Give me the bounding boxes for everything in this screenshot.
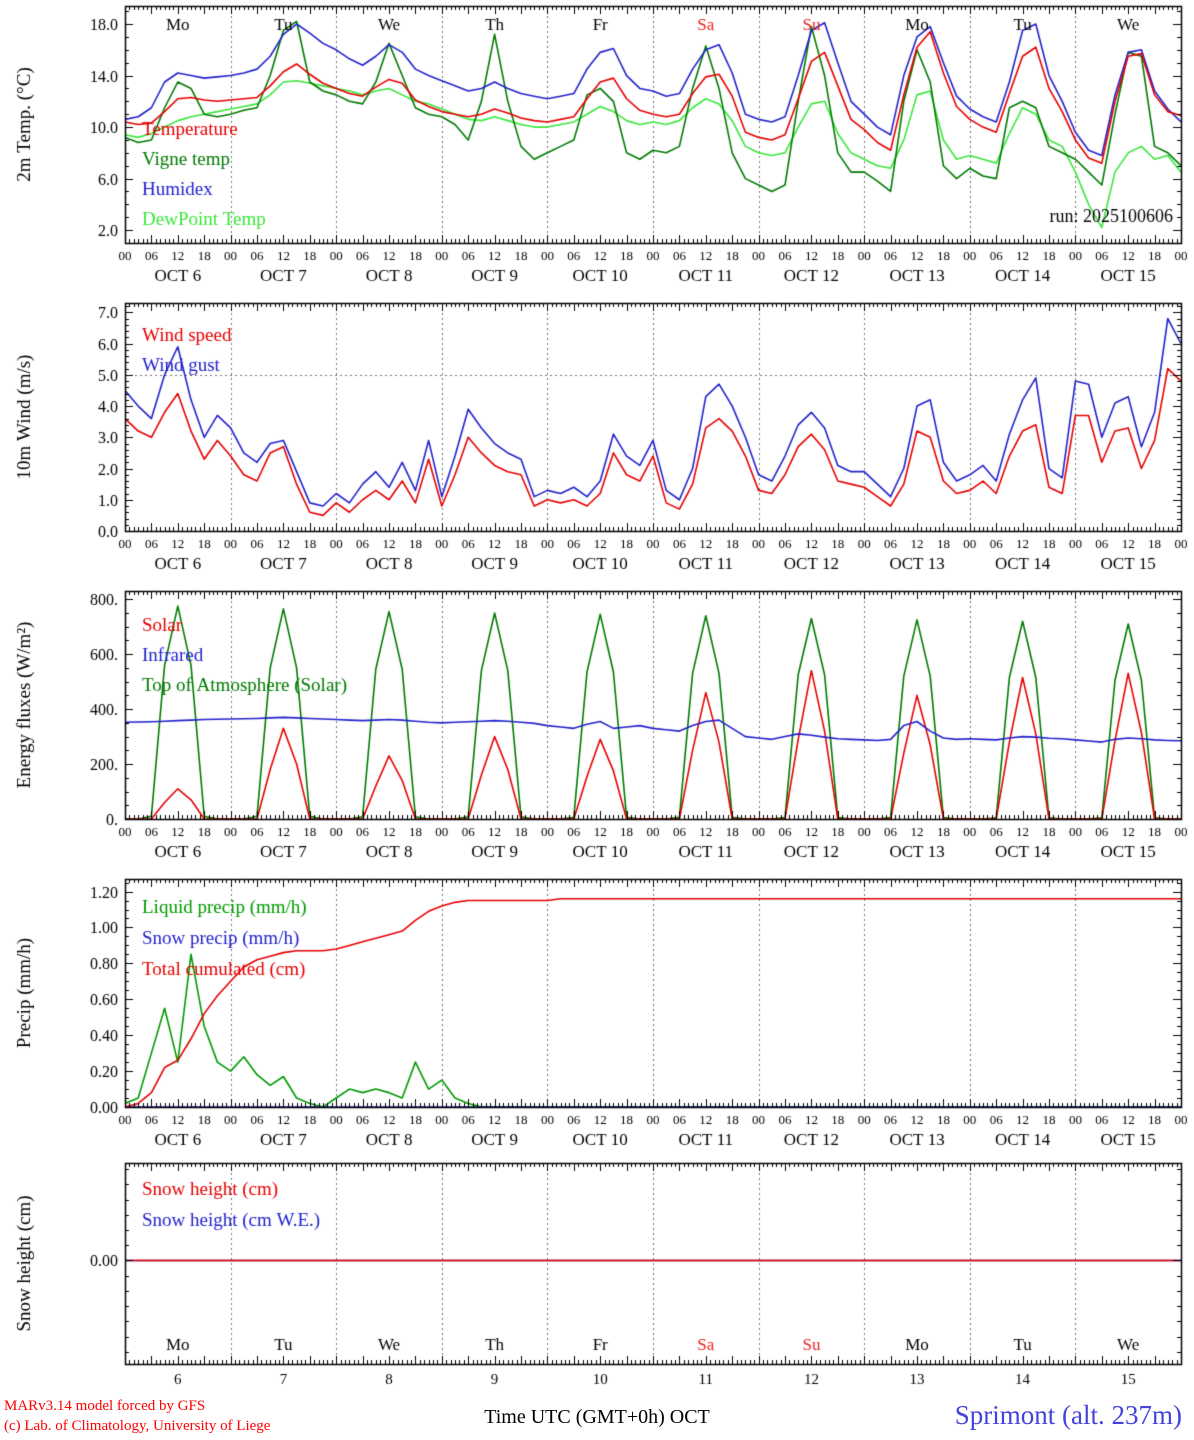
station-label: Sprimont (alt. 237m) bbox=[954, 1400, 1182, 1430]
time-axis-title: Time UTC (GMT+0h) OCT bbox=[484, 1406, 710, 1428]
snow-height-panel bbox=[0, 1159, 1194, 1394]
temperature-chart bbox=[0, 0, 1194, 295]
wind-panel bbox=[0, 295, 1194, 583]
precip-panel bbox=[0, 871, 1194, 1159]
credit-line-1: MARv3.14 model forced by GFS bbox=[4, 1398, 206, 1414]
energy-flux-chart bbox=[0, 583, 1194, 871]
snow-height-chart bbox=[0, 1159, 1194, 1394]
model-credit: MARv3.14 model forced by GFS (c) Lab. of… bbox=[4, 1396, 270, 1436]
wind-chart bbox=[0, 295, 1194, 583]
temperature-panel bbox=[0, 0, 1194, 295]
credit-line-2: (c) Lab. of Climatology, University of L… bbox=[4, 1418, 271, 1434]
energy-flux-panel bbox=[0, 583, 1194, 871]
footer: MARv3.14 model forced by GFS (c) Lab. of… bbox=[0, 1394, 1194, 1440]
precip-chart bbox=[0, 871, 1194, 1159]
